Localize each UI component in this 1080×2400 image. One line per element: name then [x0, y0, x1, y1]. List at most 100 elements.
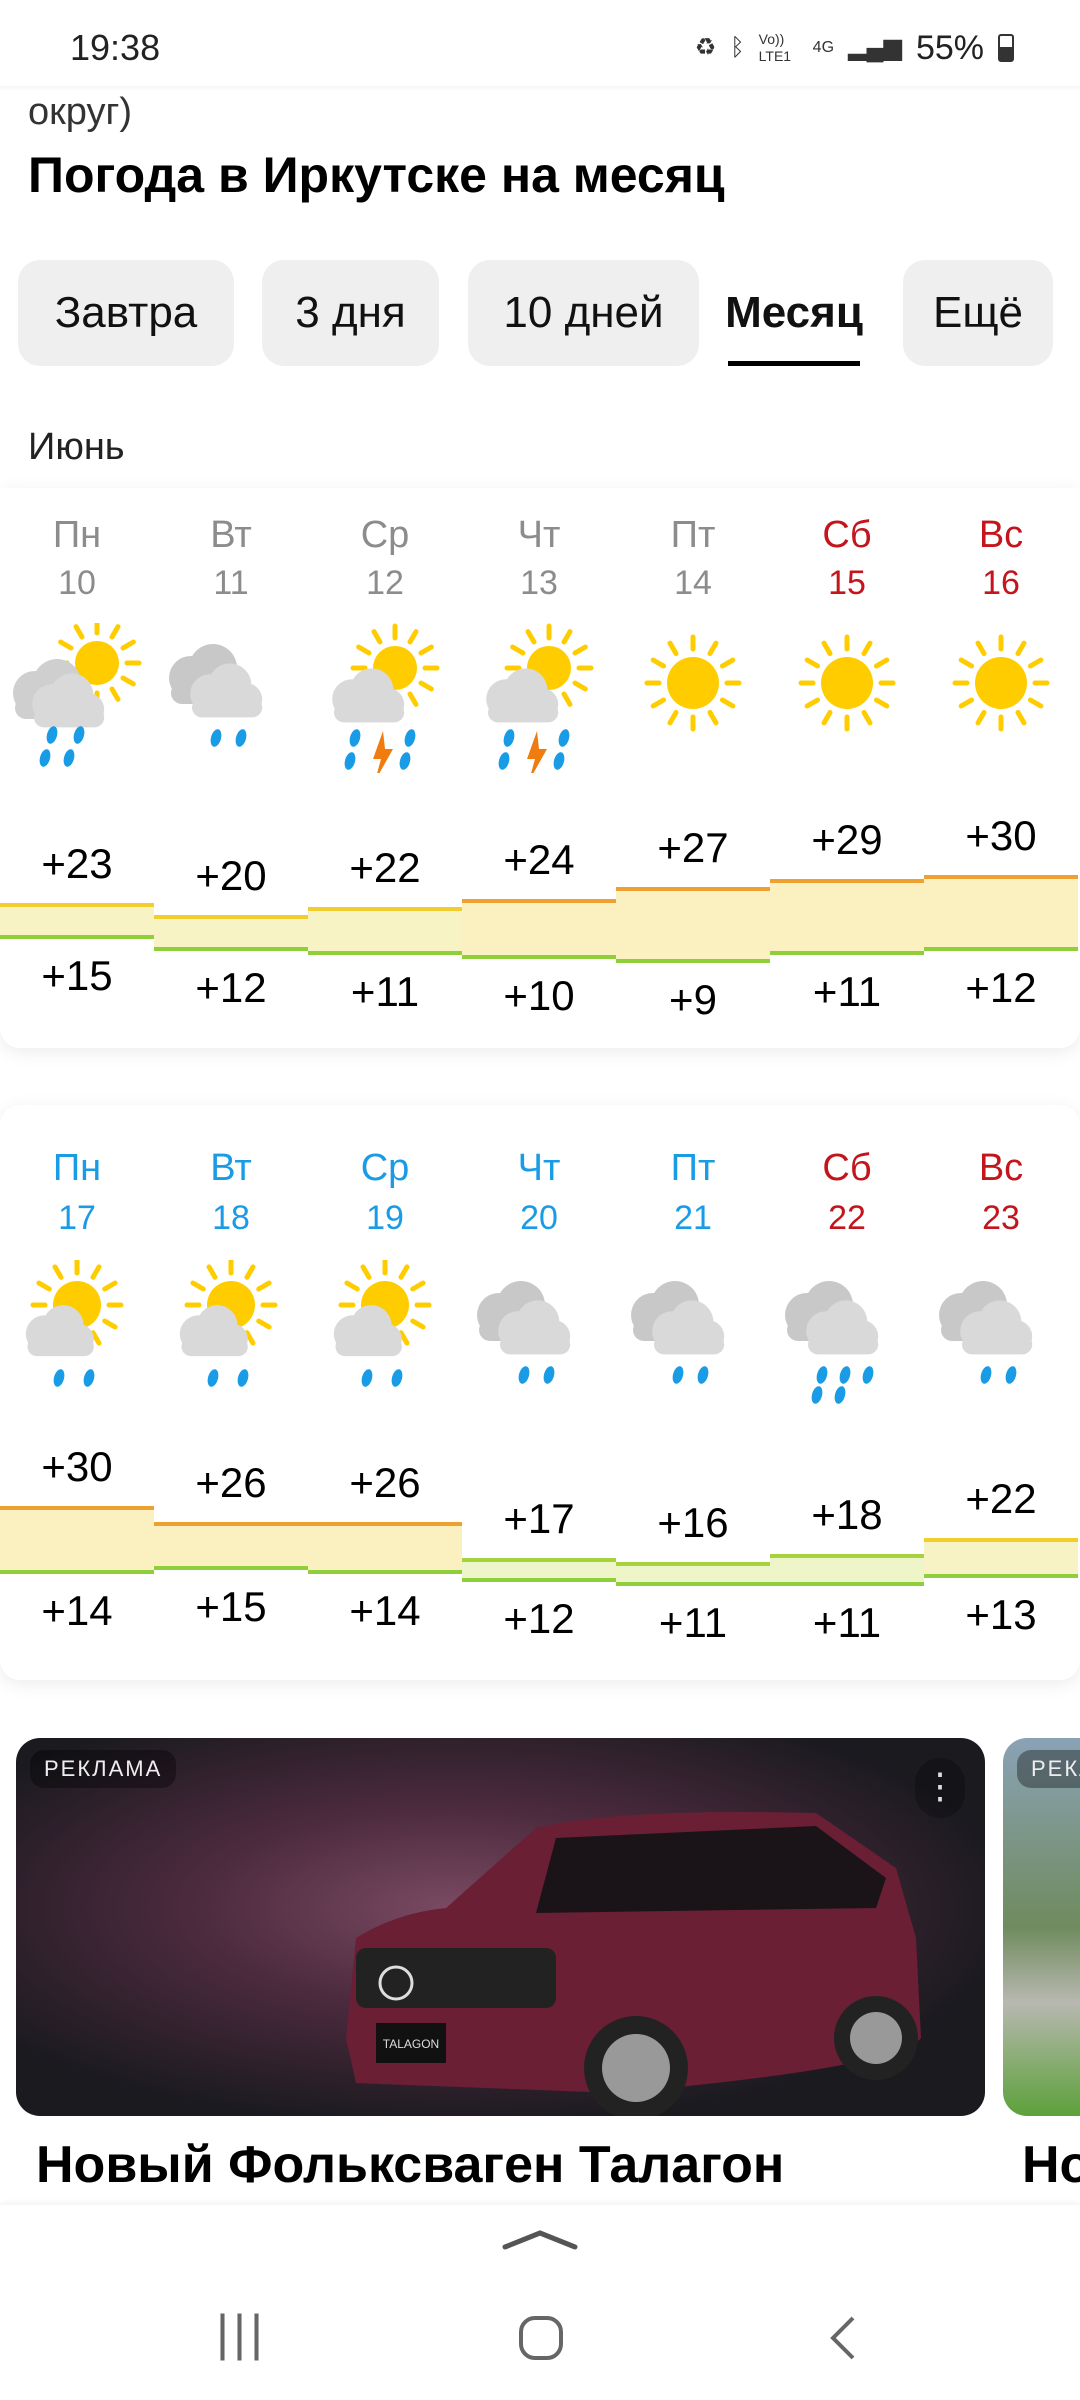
- car-badge: TALAGON: [383, 2037, 439, 2051]
- temperature-range-bar: [0, 905, 154, 937]
- low-temp: +14: [41, 1587, 113, 1634]
- temperature-range-bar: [308, 909, 462, 953]
- low-temp: +12: [503, 1595, 575, 1642]
- low-temp: +15: [195, 1583, 267, 1630]
- low-temp-line: [770, 951, 924, 955]
- recent-apps-button[interactable]: |||: [216, 2305, 267, 2361]
- high-temp: +29: [811, 816, 883, 863]
- day-name: Вс: [978, 514, 1024, 556]
- more-options-icon[interactable]: ⋮: [915, 1758, 965, 1818]
- cloudy-rain-icon: [939, 1281, 1033, 1384]
- high-temp-line: [308, 1522, 462, 1526]
- low-temp-line: [462, 1578, 616, 1582]
- high-temp: +30: [965, 812, 1037, 859]
- status-time: 19:38: [70, 27, 161, 68]
- day-date: 15: [828, 564, 866, 602]
- low-temp: +11: [350, 968, 420, 1015]
- page-title: Погода в Иркутске на месяц: [28, 147, 725, 203]
- ad-card[interactable]: TALAGON РЕКЛАМА ⋮: [16, 1738, 985, 2116]
- high-temp: +27: [657, 824, 729, 871]
- sunny-icon: [952, 634, 1050, 732]
- high-temp-line: [616, 1562, 770, 1566]
- day-date: 21: [674, 1199, 712, 1237]
- ad-label: РЕКЛАМА: [30, 1750, 177, 1788]
- high-temp-line: [462, 899, 616, 903]
- tab-10-days[interactable]: 10 дней: [468, 260, 699, 366]
- low-temp: +9: [669, 976, 717, 1023]
- day-name: Чт: [517, 514, 561, 556]
- region-subtitle: округ): [28, 90, 132, 134]
- status-bar: 19:38 ♻ ᛒ Vo)) LTE1 4G ▂▄▆ 55%: [0, 0, 1080, 86]
- temperature-range-bar: [0, 1508, 154, 1572]
- day-name: Пн: [52, 1147, 102, 1189]
- day-date: 18: [212, 1199, 250, 1237]
- tab-3-days[interactable]: 3 дня: [262, 260, 439, 366]
- ad-card-next[interactable]: РЕКЛ: [1003, 1738, 1080, 2116]
- day-name: Вт: [210, 514, 252, 556]
- day-date: 20: [520, 1199, 558, 1237]
- low-temp-line: [308, 951, 462, 955]
- high-temp-line: [924, 1538, 1078, 1542]
- high-temp-line: [616, 887, 770, 891]
- day-date: 10: [58, 564, 96, 602]
- low-temp-line: [616, 959, 770, 963]
- tab-more[interactable]: Ещё: [903, 260, 1053, 366]
- partly-cloudy-light-rain-icon: [25, 1260, 124, 1387]
- temperature-range-bar: [154, 917, 308, 949]
- low-temp-line: [462, 955, 616, 959]
- temperature-range-bar: [616, 1564, 770, 1584]
- month-label: Июнь: [28, 426, 125, 468]
- partly-cloudy-light-rain-icon: [179, 1260, 278, 1387]
- low-temp-line: [924, 947, 1078, 951]
- forecast-tabs: Завтра 3 дня 10 дней Месяц Ещё: [0, 260, 1080, 366]
- ad-title-next[interactable]: Но: [1022, 2136, 1080, 2194]
- low-temp: +14: [349, 1587, 421, 1634]
- tab-tomorrow[interactable]: Завтра: [18, 260, 234, 366]
- temperature-range-bar: [462, 1560, 616, 1580]
- temperature-range-bar: [924, 1540, 1078, 1576]
- day-name: Ср: [360, 1147, 410, 1189]
- cloudy-rain-icon: [631, 1281, 725, 1384]
- volte-text: Vo)) LTE1: [758, 31, 792, 64]
- ad-title[interactable]: Новый Фольксваген Талагон: [36, 2136, 785, 2194]
- temperature-band: [0, 875, 1078, 963]
- high-temp: +24: [503, 836, 575, 883]
- day-name: Ср: [360, 514, 410, 556]
- high-temp: +22: [349, 844, 421, 891]
- high-temp-line: [0, 903, 154, 907]
- day-name: Пн: [52, 514, 102, 556]
- volte-indicator: Vo)) LTE1: [759, 31, 799, 65]
- home-button[interactable]: [518, 2315, 564, 2361]
- high-temp: +18: [811, 1491, 883, 1538]
- day-date: 19: [366, 1199, 404, 1237]
- back-button[interactable]: [828, 2315, 858, 2361]
- low-temp: +12: [965, 964, 1037, 1011]
- low-temp-line: [308, 1570, 462, 1574]
- day-name: Пт: [670, 514, 716, 556]
- day-date: 14: [674, 564, 712, 602]
- day-date: 11: [213, 564, 249, 602]
- day-name: Вт: [210, 1147, 252, 1189]
- partly-cloudy-thunderstorm-icon: [486, 623, 594, 773]
- low-temp-line: [0, 1570, 154, 1574]
- low-temp-line: [154, 947, 308, 951]
- day-name: Пт: [670, 1147, 716, 1189]
- week-card: Пн 10 +23 +15 Вт 11 +20 +12 Ср 12 +22 +11 Чт 13 +24 +10…: [0, 488, 1080, 1048]
- low-temp: +11: [658, 1599, 728, 1646]
- day-name: Сб: [822, 1147, 872, 1189]
- cloudy-rain-icon: [169, 644, 263, 747]
- sunny-icon: [644, 634, 742, 732]
- tab-month[interactable]: Месяц: [712, 260, 876, 366]
- day-name: Чт: [517, 1147, 561, 1189]
- chevron-up-icon[interactable]: [500, 2225, 580, 2255]
- high-temp-line: [0, 1506, 154, 1510]
- high-temp: +17: [503, 1495, 575, 1542]
- temperature-band: [0, 1506, 1078, 1586]
- high-temp-line: [924, 875, 1078, 879]
- high-temp: +16: [657, 1499, 729, 1546]
- battery-percent: 55%: [915, 29, 984, 67]
- recycle-icon: ♻: [694, 34, 717, 61]
- network-type: 4G: [812, 39, 835, 56]
- low-temp: +11: [812, 1599, 882, 1646]
- low-temp-line: [154, 1566, 308, 1570]
